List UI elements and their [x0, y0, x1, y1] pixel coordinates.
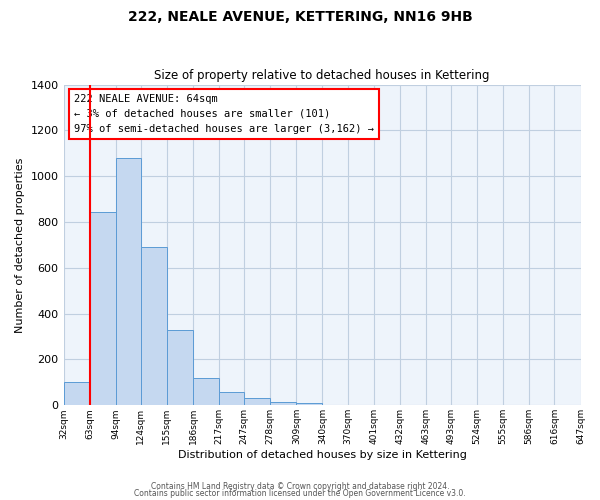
Bar	[64, 382, 89, 406]
Bar	[296, 403, 322, 406]
Title: Size of property relative to detached houses in Kettering: Size of property relative to detached ho…	[154, 69, 490, 82]
Text: Contains HM Land Registry data © Crown copyright and database right 2024.: Contains HM Land Registry data © Crown c…	[151, 482, 449, 491]
Bar	[141, 247, 167, 406]
Bar	[244, 398, 271, 406]
Text: Contains public sector information licensed under the Open Government Licence v3: Contains public sector information licen…	[134, 489, 466, 498]
Bar	[116, 158, 141, 406]
Bar	[271, 402, 296, 406]
Bar	[219, 392, 244, 406]
Bar	[89, 212, 116, 406]
Text: 222, NEALE AVENUE, KETTERING, NN16 9HB: 222, NEALE AVENUE, KETTERING, NN16 9HB	[128, 10, 472, 24]
X-axis label: Distribution of detached houses by size in Kettering: Distribution of detached houses by size …	[178, 450, 466, 460]
Text: 222 NEALE AVENUE: 64sqm
← 3% of detached houses are smaller (101)
97% of semi-de: 222 NEALE AVENUE: 64sqm ← 3% of detached…	[74, 94, 374, 134]
Bar	[167, 330, 193, 406]
Bar	[193, 378, 219, 406]
Y-axis label: Number of detached properties: Number of detached properties	[15, 157, 25, 332]
